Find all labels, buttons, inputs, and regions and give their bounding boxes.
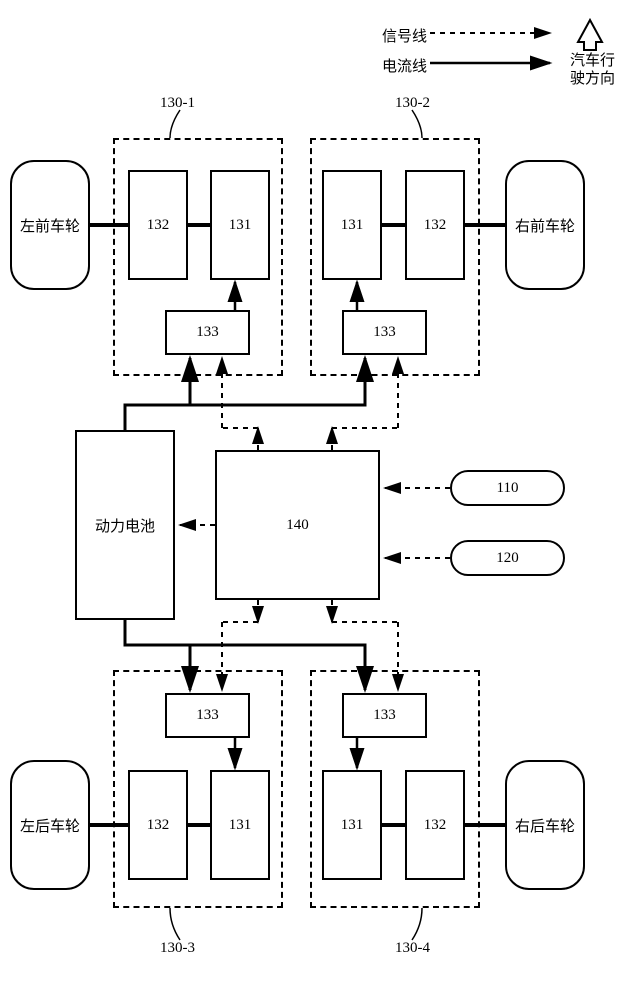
- legend-current-label: 电流线: [382, 55, 427, 76]
- box-132-br: 132: [405, 770, 465, 880]
- wheel-fr-label: 右前车轮: [515, 215, 575, 236]
- module-130-4-label: 130-4: [395, 940, 430, 957]
- box-140: 140: [215, 450, 380, 600]
- box-133-br: 133: [342, 693, 427, 738]
- box-131-tr: 131: [322, 170, 382, 280]
- box-131-br: 131: [322, 770, 382, 880]
- direction-label: 汽车行 驶方向: [570, 52, 615, 88]
- wheel-rear-right: 右后车轮: [505, 760, 585, 890]
- wheel-rl-label: 左后车轮: [20, 815, 80, 836]
- box-133-bl: 133: [165, 693, 250, 738]
- wheel-front-right: 右前车轮: [505, 160, 585, 290]
- box-110: 110: [450, 470, 565, 506]
- box-131-bl: 131: [210, 770, 270, 880]
- wheel-fl-label: 左前车轮: [20, 215, 80, 236]
- wheel-rr-label: 右后车轮: [515, 815, 575, 836]
- legend-signal-label: 信号线: [382, 25, 427, 46]
- box-132-bl: 132: [128, 770, 188, 880]
- module-130-3-label: 130-3: [160, 940, 195, 957]
- box-132-tr: 132: [405, 170, 465, 280]
- module-130-2-label: 130-2: [395, 95, 430, 112]
- box-132-tl: 132: [128, 170, 188, 280]
- wheel-rear-left: 左后车轮: [10, 760, 90, 890]
- box-133-tr: 133: [342, 310, 427, 355]
- box-133-tl: 133: [165, 310, 250, 355]
- battery-box: 动力电池: [75, 430, 175, 620]
- box-131-tl: 131: [210, 170, 270, 280]
- box-120: 120: [450, 540, 565, 576]
- module-130-1-label: 130-1: [160, 95, 195, 112]
- wheel-front-left: 左前车轮: [10, 160, 90, 290]
